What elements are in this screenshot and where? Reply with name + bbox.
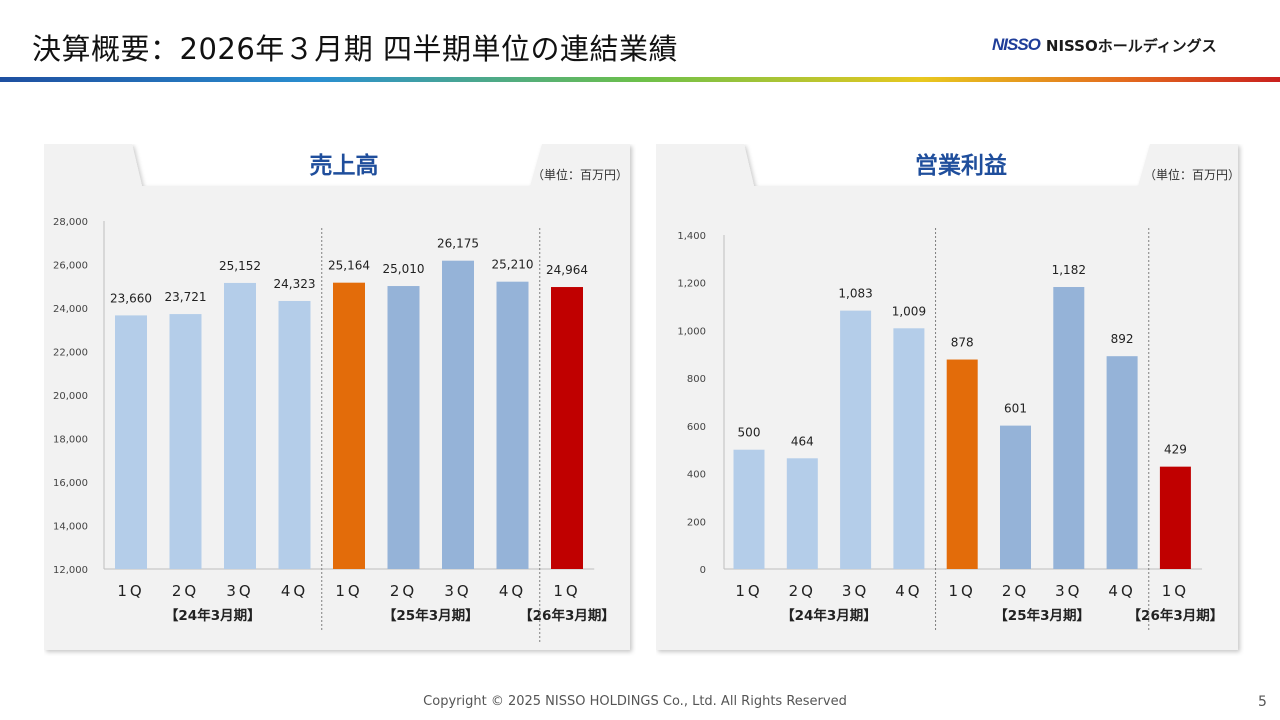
sales-data-label: 24,964 xyxy=(546,263,588,277)
profit-bar-4 xyxy=(893,328,925,569)
profit-bar-6 xyxy=(1000,425,1031,569)
profit-category-label: 2Q xyxy=(789,582,816,600)
sales-data-label: 25,010 xyxy=(383,262,425,276)
company-logo: NISSO NISSOホールディングス xyxy=(992,34,1217,56)
profit-data-label: 878 xyxy=(951,336,974,350)
copyright-text: Copyright © 2025 NISSO HOLDINGS Co., Ltd… xyxy=(423,694,847,709)
profit-category-label: 2Q xyxy=(1002,582,1029,600)
profit-category-label: 4Q xyxy=(895,582,922,600)
profit-bar-7 xyxy=(1053,287,1085,569)
sales-category-label: 4Q xyxy=(281,582,308,600)
sales-data-label: 25,152 xyxy=(219,259,261,273)
profit-category-label: 1Q xyxy=(949,582,976,600)
profit-y-tick-label: 600 xyxy=(687,422,706,433)
profit-group-label: 【24年3月期】 xyxy=(781,607,877,624)
operating-profit-chart: 営業利益 （単位：百万円） 0 200 400 600 800 1,000 1,200 1,400… xyxy=(656,144,1240,650)
sales-unit-label: （単位：百万円） xyxy=(532,167,628,182)
profit-bar-3 xyxy=(840,310,872,569)
page-number: 5 xyxy=(1258,694,1267,710)
sales-bar-8 xyxy=(496,281,529,569)
sales-category-label: 4Q xyxy=(499,582,526,600)
sales-bar-4 xyxy=(278,300,311,569)
sales-category-label: 2Q xyxy=(172,582,199,600)
sales-bar-3 xyxy=(224,282,256,569)
sales-data-label: 23,660 xyxy=(110,291,152,305)
sales-chart-title: 売上高 xyxy=(310,152,379,179)
profit-data-label: 429 xyxy=(1164,443,1187,457)
sales-bar-9 xyxy=(551,287,583,569)
sales-bar-7 xyxy=(442,260,474,569)
sales-data-label: 25,164 xyxy=(328,259,370,273)
sales-y-tick-label: 24,000 xyxy=(53,304,88,315)
profit-data-label: 1,083 xyxy=(838,287,872,301)
profit-y-tick-label: 1,200 xyxy=(677,279,706,290)
profit-y-tick-label: 400 xyxy=(687,470,706,481)
sales-data-label: 24,323 xyxy=(274,277,316,291)
profit-bar-8 xyxy=(1106,356,1138,569)
operating-profit-chart-panel: 営業利益 （単位：百万円） 0 200 400 600 800 1,000 1,200 1,400… xyxy=(656,144,1244,656)
sales-y-tick-label: 14,000 xyxy=(53,522,88,533)
sales-group-label: 【24年3月期】 xyxy=(165,607,261,624)
sales-category-label: 2Q xyxy=(390,582,417,600)
profit-category-label: 3Q xyxy=(842,582,869,600)
sales-bar-2 xyxy=(169,314,202,569)
profit-y-tick-label: 1,000 xyxy=(677,326,706,337)
sales-bar-6 xyxy=(387,286,420,569)
profit-bar-5 xyxy=(946,359,978,569)
header-gradient-rule xyxy=(0,77,1280,82)
profit-data-label: 601 xyxy=(1004,402,1027,416)
sales-bar-5 xyxy=(333,282,365,569)
page-title: 決算概要：2026年３月期 四半期単位の連結業績 xyxy=(32,32,679,66)
sales-data-label: 23,721 xyxy=(165,290,207,304)
profit-data-label: 500 xyxy=(738,426,761,440)
sales-y-tick-label: 12,000 xyxy=(53,565,88,576)
sales-bar-1 xyxy=(115,315,147,569)
profit-y-tick-label: 1,400 xyxy=(677,231,706,242)
sales-y-tick-label: 20,000 xyxy=(53,391,88,402)
profit-category-label: 1Q xyxy=(735,582,762,600)
profit-chart-title: 営業利益 xyxy=(915,152,1007,179)
sales-category-label: 1Q xyxy=(117,582,144,600)
profit-data-label: 1,009 xyxy=(892,304,926,318)
profit-category-label: 4Q xyxy=(1108,582,1135,600)
sales-category-label: 1Q xyxy=(335,582,362,600)
profit-bar-2 xyxy=(786,458,818,569)
sales-group-label: 【25年3月期】 xyxy=(383,607,479,624)
profit-bar-9 xyxy=(1159,466,1191,569)
profit-y-tick-label: 200 xyxy=(687,517,706,528)
profit-group-label: 【26年3月期】 xyxy=(1128,607,1224,624)
sales-category-label: 3Q xyxy=(226,582,253,600)
profit-y-tick-label: 0 xyxy=(700,565,706,576)
profit-group-label: 【25年3月期】 xyxy=(994,607,1090,624)
profit-bar-1 xyxy=(733,449,765,569)
profit-data-label: 1,182 xyxy=(1052,263,1086,277)
profit-data-label: 892 xyxy=(1111,332,1134,346)
sales-y-tick-label: 18,000 xyxy=(53,435,88,446)
profit-category-label: 3Q xyxy=(1055,582,1082,600)
profit-unit-label: （単位：百万円） xyxy=(1144,167,1240,182)
sales-category-label: 3Q xyxy=(444,582,471,600)
profit-y-tick-label: 800 xyxy=(687,374,706,385)
sales-y-tick-label: 26,000 xyxy=(53,261,88,272)
sales-group-label: 【26年3月期】 xyxy=(519,607,615,624)
sales-category-label: 1Q xyxy=(553,582,580,600)
sales-y-tick-label: 22,000 xyxy=(53,348,88,359)
sales-y-tick-label: 16,000 xyxy=(53,478,88,489)
sales-chart-panel: 売上高 （単位：百万円） 12,000 14,000 16,000 18,000 20,00… xyxy=(44,144,636,656)
sales-y-tick-label: 28,000 xyxy=(53,217,88,228)
sales-chart: 売上高 （単位：百万円） 12,000 14,000 16,000 18,000 20,00… xyxy=(44,144,630,650)
logo-text: NISSOホールディングス xyxy=(1045,36,1217,55)
sales-data-label: 25,210 xyxy=(492,258,534,272)
profit-data-label: 464 xyxy=(791,434,814,448)
profit-category-label: 1Q xyxy=(1162,582,1189,600)
logo-mark: NISSO xyxy=(992,35,1041,54)
sales-data-label: 26,175 xyxy=(437,237,479,251)
